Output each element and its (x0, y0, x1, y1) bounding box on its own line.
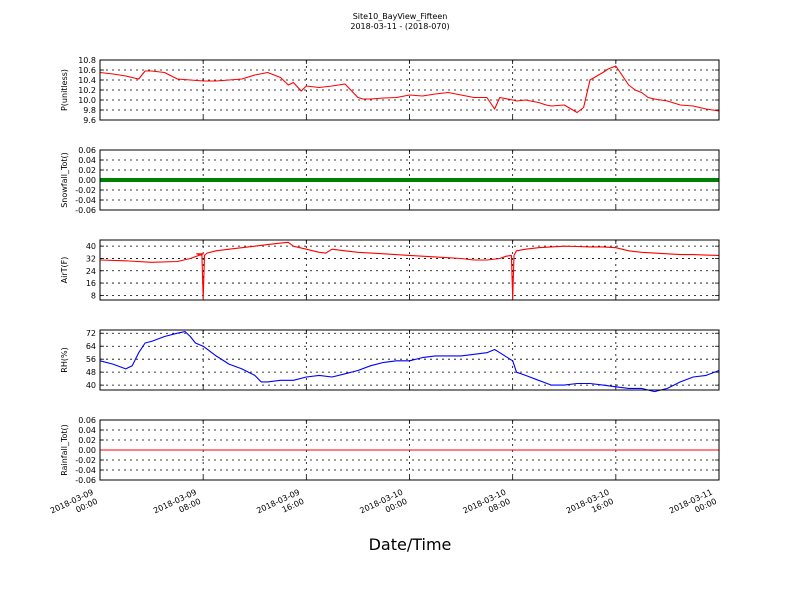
plot-frame (99, 239, 720, 301)
y-tick-label: 0.06 (78, 416, 96, 425)
x-tick-label: 2018-03-0908:00 (152, 488, 202, 525)
y-tick-label: 0.02 (78, 436, 96, 445)
panel-1: -0.06-0.04-0.020.000.020.040.06 Snowfall_… (60, 146, 720, 215)
y-tick-label: -0.06 (75, 476, 96, 485)
y-tick-label: 10.6 (78, 66, 96, 75)
x-tick-label: 2018-03-0900:00 (49, 488, 99, 525)
y-tick-label: 56 (86, 355, 96, 364)
panel-4: -0.06-0.04-0.020.000.020.040.06 Rainfall_… (60, 416, 720, 485)
series-line (99, 65, 720, 114)
y-axis-label: P(unitless) (60, 69, 69, 111)
x-axis-label: Date/Time (369, 535, 452, 554)
plot-frame (99, 149, 720, 211)
x-axis-ticks: 2018-03-0900:00 2018-03-0908:00 2018-03-09… (49, 488, 718, 525)
y-tick-label: 10.2 (78, 86, 96, 95)
y-tick-label: 10.8 (78, 56, 96, 65)
y-tick-label: 0.04 (78, 426, 96, 435)
x-tick-label: 2018-03-1008:00 (462, 488, 512, 525)
plot-frame (99, 329, 720, 391)
y-axis-label: Rainfall_Tot() (60, 424, 69, 476)
y-axis-label: AirT(F) (60, 257, 69, 284)
x-tick-label: 2018-03-1000:00 (358, 488, 408, 525)
y-tick-label: 10.0 (78, 96, 96, 105)
y-tick-label: 64 (86, 342, 96, 351)
y-tick-label: 9.8 (83, 106, 96, 115)
y-tick-label: 0.04 (78, 156, 96, 165)
y-tick-label: 24 (86, 267, 96, 276)
plot-frame (99, 419, 720, 481)
x-tick-label: 2018-03-1016:00 (565, 488, 615, 525)
panel-2: 8 16 24 32 40 AirT(F) (60, 239, 720, 301)
y-tick-label: 40 (86, 242, 96, 251)
y-tick-label: 9.6 (83, 116, 96, 125)
series-line (99, 241, 720, 300)
series-line (99, 331, 720, 393)
y-tick-label: -0.02 (75, 186, 96, 195)
y-tick-label: 0.02 (78, 166, 96, 175)
x-tick-label: 2018-03-1100:00 (668, 488, 718, 525)
y-tick-label: 0.00 (78, 446, 96, 455)
y-tick-label: 10.4 (78, 76, 96, 85)
y-tick-label: 8 (91, 291, 96, 300)
y-tick-label: 48 (86, 368, 96, 377)
y-tick-label: 16 (86, 279, 96, 288)
chart-panels: 9.69.810.010.210.410.610.8 P(unitless) -0.… (60, 56, 720, 485)
plot-frame (99, 59, 720, 121)
y-tick-label: 0.00 (78, 176, 96, 185)
chart-subtitle: 2018-03-11 - (2018-070) (350, 22, 449, 31)
panel-0: 9.69.810.010.210.410.610.8 P(unitless) (60, 56, 720, 125)
y-tick-label: -0.04 (75, 466, 96, 475)
chart-title: Site10_BayView_Fifteen (353, 12, 448, 21)
y-tick-label: 40 (86, 381, 96, 390)
y-tick-label: 72 (86, 329, 96, 338)
x-tick-label: 2018-03-0916:00 (255, 488, 305, 525)
y-axis-label: Snowfall_Tot() (60, 152, 69, 208)
y-tick-label: 0.06 (78, 146, 96, 155)
y-tick-label: -0.04 (75, 196, 96, 205)
y-axis-label: RH(%) (60, 347, 69, 372)
y-tick-label: -0.06 (75, 206, 96, 215)
y-tick-label: -0.02 (75, 456, 96, 465)
panel-3: 40 48 56 64 72 RH(%) (60, 329, 720, 393)
y-tick-label: 32 (86, 254, 96, 263)
